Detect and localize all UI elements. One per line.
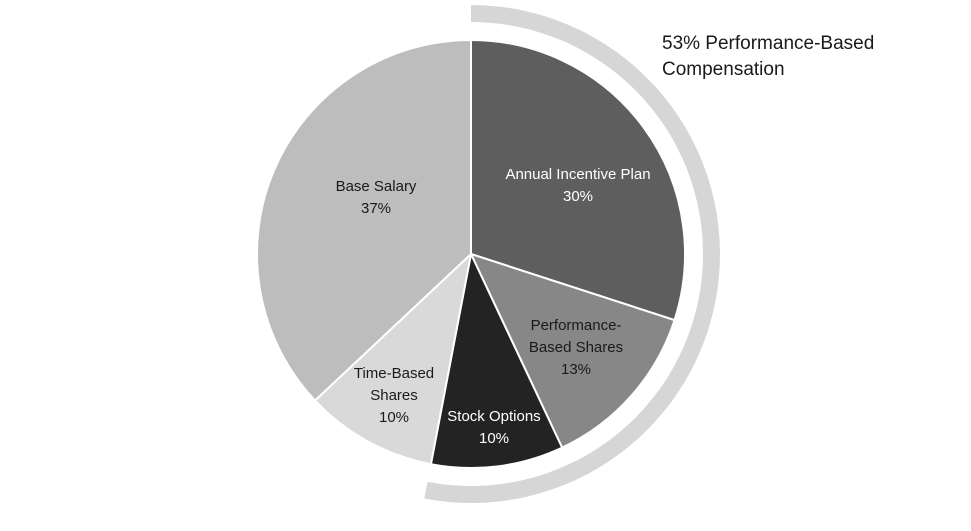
slice-percent-base-salary: 37% — [361, 200, 391, 217]
performance-annotation-line-1: 53% Performance-Based — [662, 33, 875, 54]
slice-name-performance-based-shares: Based Shares — [529, 339, 623, 356]
slice-name-time-based-shares: Time-Based — [354, 365, 434, 382]
slice-name-stock-options: Stock Options — [447, 408, 540, 425]
pie-slice-labels: Annual Incentive Plan 30% Performance- Base… — [336, 166, 651, 447]
slice-name-base-salary: Base Salary — [336, 178, 417, 195]
slice-percent-annual-incentive-plan: 30% — [563, 188, 593, 205]
slice-name-annual-incentive-plan: Annual Incentive Plan — [505, 166, 650, 183]
slice-percent-time-based-shares: 10% — [379, 409, 409, 426]
pie-slices — [256, 39, 686, 469]
slice-stock-options — [429, 253, 564, 469]
performance-annotation: 53% Performance-Based Compensation — [662, 31, 952, 83]
slice-percent-performance-based-shares: 13% — [561, 361, 591, 378]
slice-percent-stock-options: 10% — [479, 430, 509, 447]
slice-label-base-salary: Base Salary 37% — [336, 178, 417, 217]
slice-label-performance-based-shares: Performance- Based Shares 13% — [529, 317, 623, 378]
slice-performance-based-shares — [470, 253, 676, 449]
slice-time-based-shares — [314, 253, 472, 466]
slice-label-annual-incentive-plan: Annual Incentive Plan 30% — [505, 166, 650, 205]
slice-base-salary — [256, 39, 472, 402]
slice-label-time-based-shares: Time-Based Shares 10% — [354, 365, 434, 426]
performance-annotation-line-2: Compensation — [662, 59, 785, 80]
slice-name-time-based-shares: Shares — [370, 387, 418, 404]
slice-label-stock-options: Stock Options 10% — [447, 408, 540, 447]
slice-name-performance-based-shares: Performance- — [531, 317, 622, 334]
slice-annual-incentive-plan — [470, 39, 686, 322]
